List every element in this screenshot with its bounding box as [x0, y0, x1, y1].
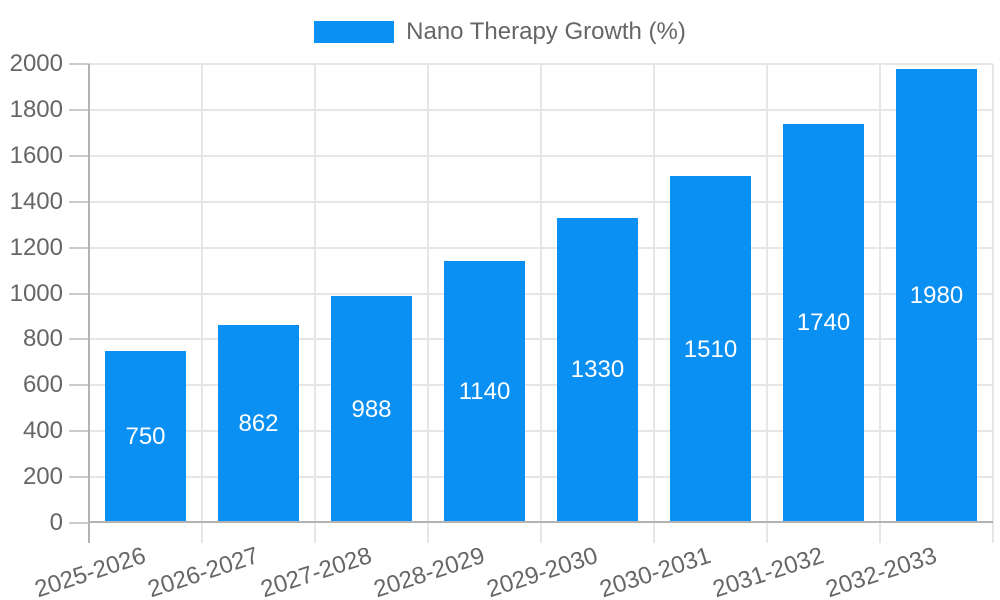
y-axis-label: 1400 [9, 187, 63, 215]
y-axis-tick [69, 292, 89, 295]
y-axis-label: 200 [22, 463, 63, 491]
y-axis-tick [69, 108, 89, 111]
y-axis-tick [69, 430, 89, 433]
v-gridline [879, 64, 881, 543]
y-axis-tick [69, 338, 89, 341]
bar-2028-2029[interactable] [444, 261, 525, 521]
y-axis-line [88, 64, 90, 543]
y-axis-tick [69, 246, 89, 249]
v-gridline [766, 64, 768, 543]
v-gridline [540, 64, 542, 543]
y-axis-tick [69, 384, 89, 387]
v-gridline [314, 64, 316, 543]
y-axis-label: 1000 [9, 279, 63, 307]
bar-2031-2032[interactable] [783, 123, 864, 521]
y-axis-label: 1200 [9, 233, 63, 261]
bar-2032-2033[interactable] [896, 68, 977, 521]
v-gridline [201, 64, 203, 543]
y-axis-label: 0 [49, 509, 63, 536]
y-axis-label: 800 [22, 325, 63, 353]
y-axis-label: 2000 [9, 50, 63, 77]
bar-2025-2026[interactable] [105, 350, 186, 521]
y-axis-label: 400 [22, 417, 63, 445]
bar-2030-2031[interactable] [670, 176, 751, 521]
y-axis-tick [69, 200, 89, 203]
v-gridline [992, 64, 994, 543]
v-gridline [653, 64, 655, 543]
y-axis-label: 1800 [9, 95, 63, 123]
legend: Nano Therapy Growth (%) [0, 18, 1000, 45]
legend-swatch[interactable] [314, 21, 395, 43]
y-axis-label: 600 [22, 371, 63, 399]
bar-2026-2027[interactable] [218, 325, 299, 521]
y-axis-label: 1600 [9, 141, 63, 169]
y-axis-tick [69, 476, 89, 479]
y-axis-tick [69, 154, 89, 157]
v-gridline [427, 64, 429, 543]
bar-2029-2030[interactable] [557, 217, 638, 521]
y-axis-tick [69, 63, 89, 65]
legend-label[interactable]: Nano Therapy Growth (%) [406, 18, 686, 45]
plot-area: 0 200 400 600 800 1000 1200 1400 1600 1800 2000 750… [10, 50, 994, 600]
y-axis-tick [69, 522, 89, 524]
bar-2027-2028[interactable] [331, 296, 412, 521]
x-axis-line [89, 521, 993, 523]
